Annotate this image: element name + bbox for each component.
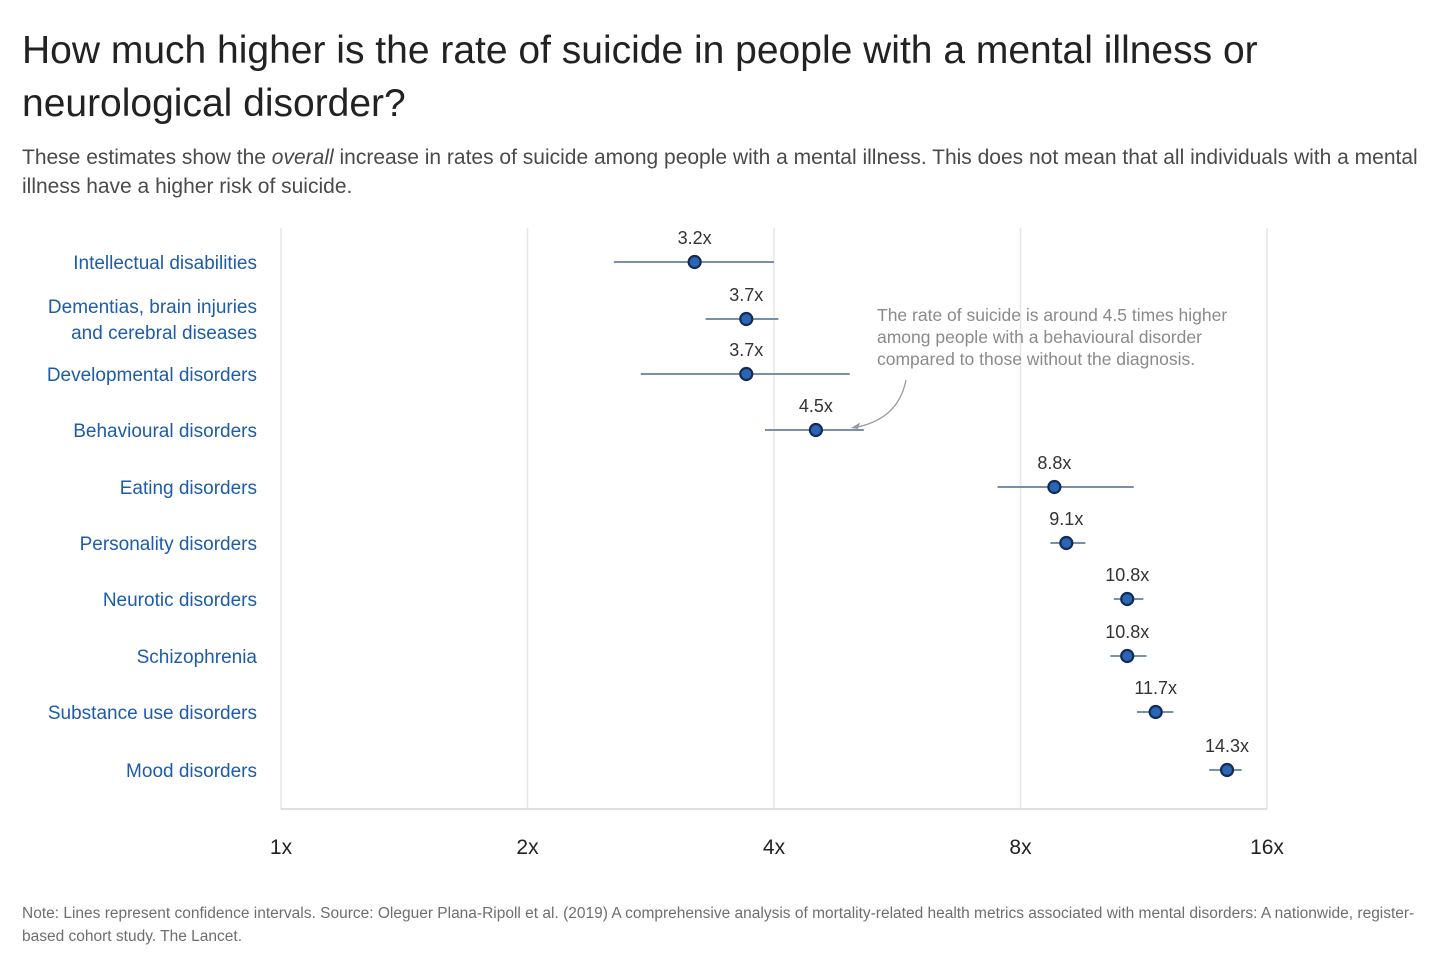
category-label: Mood disorders: [126, 761, 257, 782]
x-tick-label: 1x: [270, 836, 293, 859]
category-label: Neurotic disorders: [103, 590, 257, 611]
subtitle-text-after: increase in rates of suicide among peopl…: [22, 146, 1418, 198]
chart-title: How much higher is the rate of suicide i…: [22, 29, 1258, 125]
category-label: Personality disorders: [80, 534, 257, 555]
category-label: Intellectual disabilities: [73, 253, 257, 274]
subtitle-text-before: These estimates show the: [22, 146, 272, 169]
data-point: [739, 311, 754, 327]
subtitle-emphasis: overall: [271, 146, 334, 169]
category-label: Schizophrenia: [137, 647, 258, 668]
value-label: 10.8x: [1105, 622, 1149, 642]
category-label: Developmental disorders: [47, 365, 257, 386]
dot-plot-chart: 1x 2x 4x 8x 16x Intellectual disabilities 3.2x…: [47, 228, 1285, 859]
grid-layer: [280, 228, 1268, 810]
category-label: Eating disorders: [120, 478, 257, 499]
category-label: Dementias, brain injuries: [48, 297, 257, 318]
value-label: 3.2x: [678, 228, 712, 248]
annotation-line: compared to those without the diagnosis.: [877, 349, 1195, 369]
annotation-layer: The rate of suicide is around 4.5 times …: [851, 305, 1227, 429]
value-label: 9.1x: [1049, 509, 1083, 529]
x-tick-label: 4x: [763, 836, 786, 859]
data-point: [1047, 479, 1062, 495]
data-point: [739, 366, 754, 382]
data-point: [1120, 648, 1135, 664]
value-label: 3.7x: [729, 285, 763, 305]
x-tick-label: 16x: [1250, 836, 1284, 859]
category-label: and cerebral diseases: [71, 323, 257, 344]
annotation-line: The rate of suicide is around 4.5 times …: [877, 305, 1227, 325]
value-label: 10.8x: [1105, 565, 1149, 585]
value-label: 11.7x: [1134, 678, 1177, 698]
value-label: 3.7x: [729, 340, 763, 360]
data-point: [1148, 704, 1163, 720]
data-point: [687, 254, 702, 270]
category-label: Substance use disorders: [48, 703, 257, 724]
value-label: 4.5x: [799, 396, 833, 416]
x-tick-label: 8x: [1009, 836, 1032, 859]
annotation-line: among people with a behavioural disorder: [877, 327, 1202, 347]
value-label: 8.8x: [1037, 453, 1071, 473]
x-tick-label: 2x: [516, 836, 539, 859]
label-layer: 1x 2x 4x 8x 16x Intellectual disabilities 3.2x…: [47, 228, 1285, 859]
data-point: [1219, 762, 1235, 778]
data-point: [1059, 535, 1074, 551]
data-point: [808, 422, 823, 438]
point-layer: [687, 254, 1235, 778]
value-label: 14.3x: [1205, 736, 1249, 756]
source-note: Note: Lines represent confidence interva…: [22, 905, 1415, 945]
chart-subtitle: These estimates show the overall increas…: [22, 143, 1442, 201]
annotation-text: The rate of suicide is around 4.5 times …: [877, 305, 1227, 369]
category-label: Behavioural disorders: [73, 421, 257, 442]
data-point: [1120, 591, 1135, 607]
annotation-arrowhead: [851, 422, 860, 429]
annotation-arrow: [852, 379, 907, 429]
